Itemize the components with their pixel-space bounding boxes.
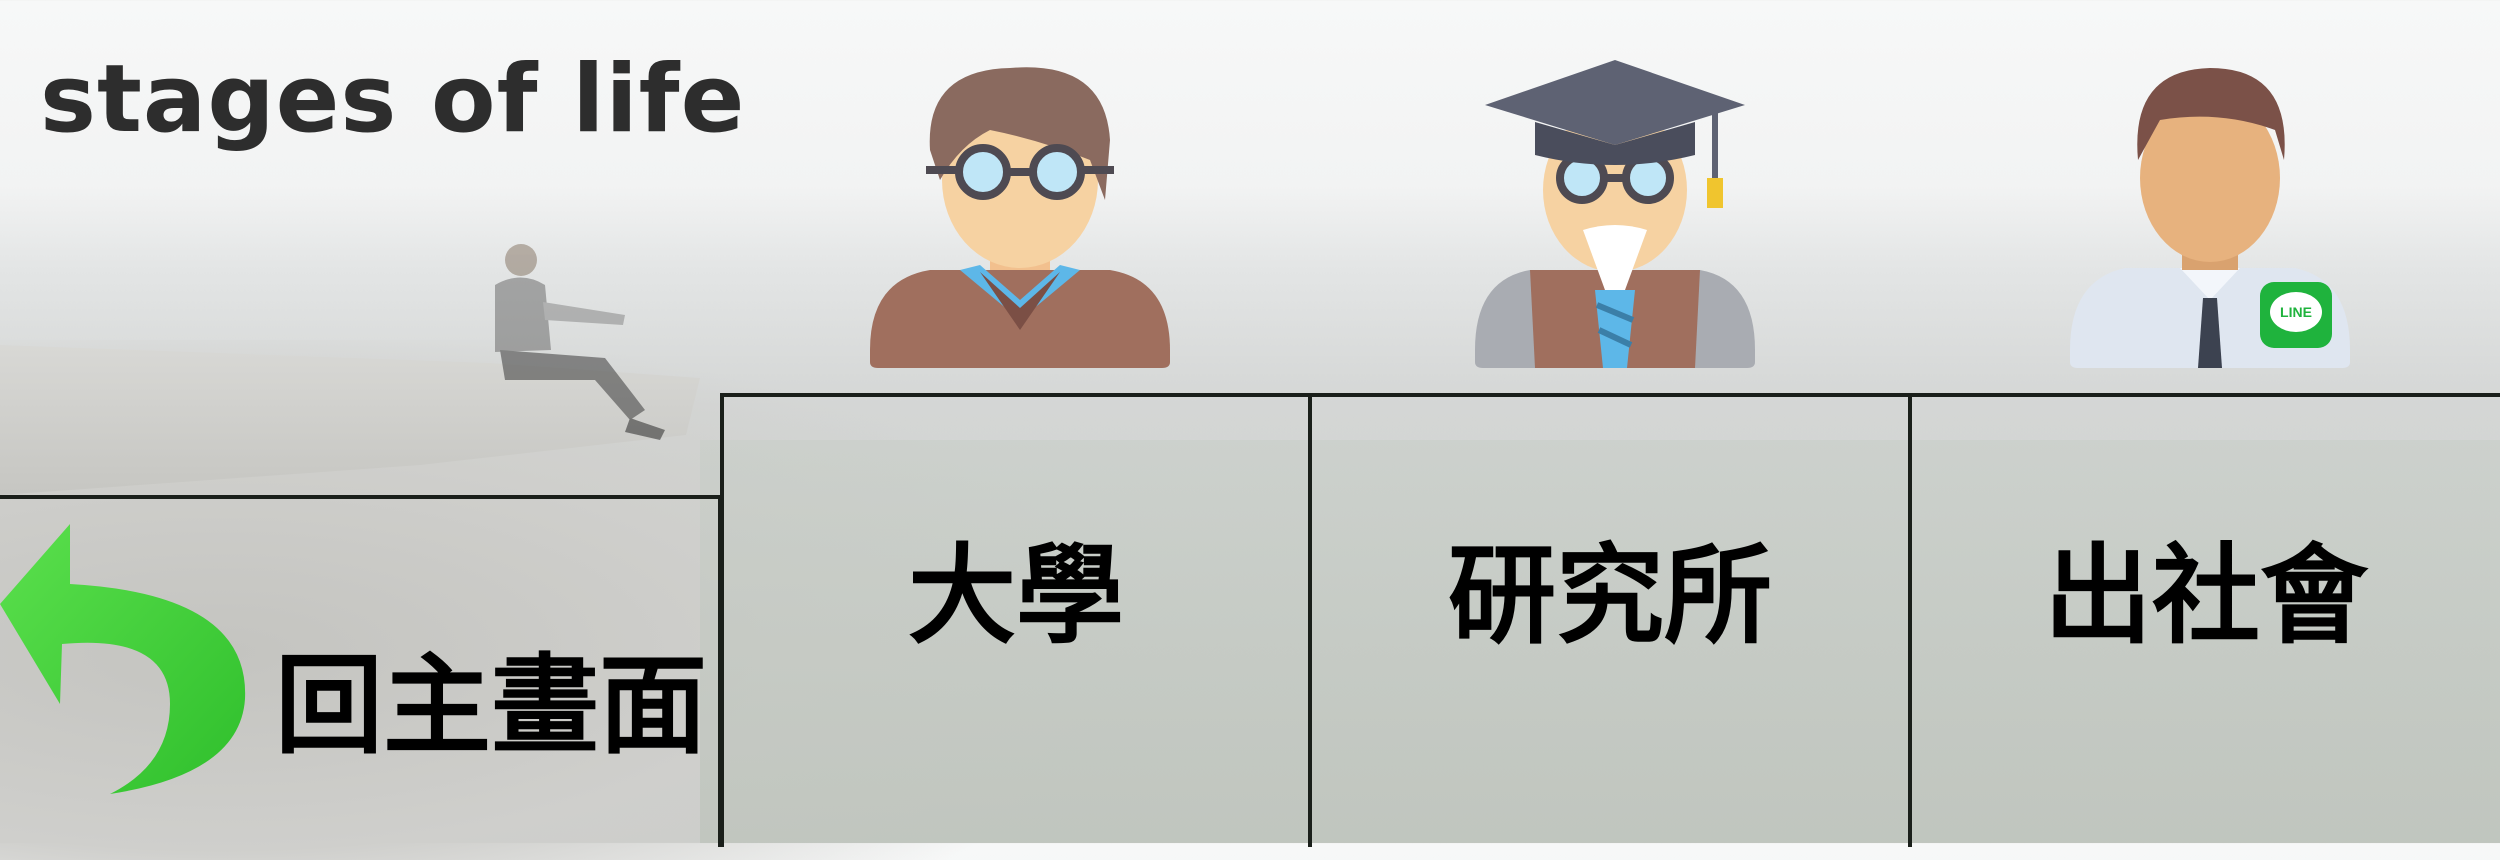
line-badge-text: LINE bbox=[2280, 304, 2312, 320]
stage-workforce-button[interactable]: 出社會 bbox=[1908, 397, 2500, 847]
stage-graduate-school-label: 研究所 bbox=[1447, 534, 1772, 659]
stage-university-label: 大學 bbox=[907, 534, 1124, 659]
back-to-main-label: 回主畫面 bbox=[275, 644, 708, 769]
line-badge-icon: LINE bbox=[2260, 282, 2332, 348]
student-avatar-icon bbox=[870, 50, 1170, 374]
page-title: stages of life bbox=[40, 45, 746, 154]
sitting-person-photo bbox=[495, 244, 665, 440]
graduate-avatar-icon bbox=[1475, 50, 1755, 374]
stage-workforce-label: 出社會 bbox=[2043, 534, 2368, 659]
stage-graduate-school-button[interactable]: 研究所 bbox=[1308, 397, 1908, 847]
back-arrow-icon bbox=[0, 524, 246, 794]
stage-table: 大學 研究所 出社會 bbox=[720, 393, 2500, 847]
background-valley bbox=[700, 440, 2500, 843]
businessman-avatar-icon: LINE bbox=[2070, 50, 2350, 374]
back-to-main-button[interactable]: 回主畫面 bbox=[0, 495, 722, 847]
stage-university-button[interactable]: 大學 bbox=[720, 397, 1308, 847]
